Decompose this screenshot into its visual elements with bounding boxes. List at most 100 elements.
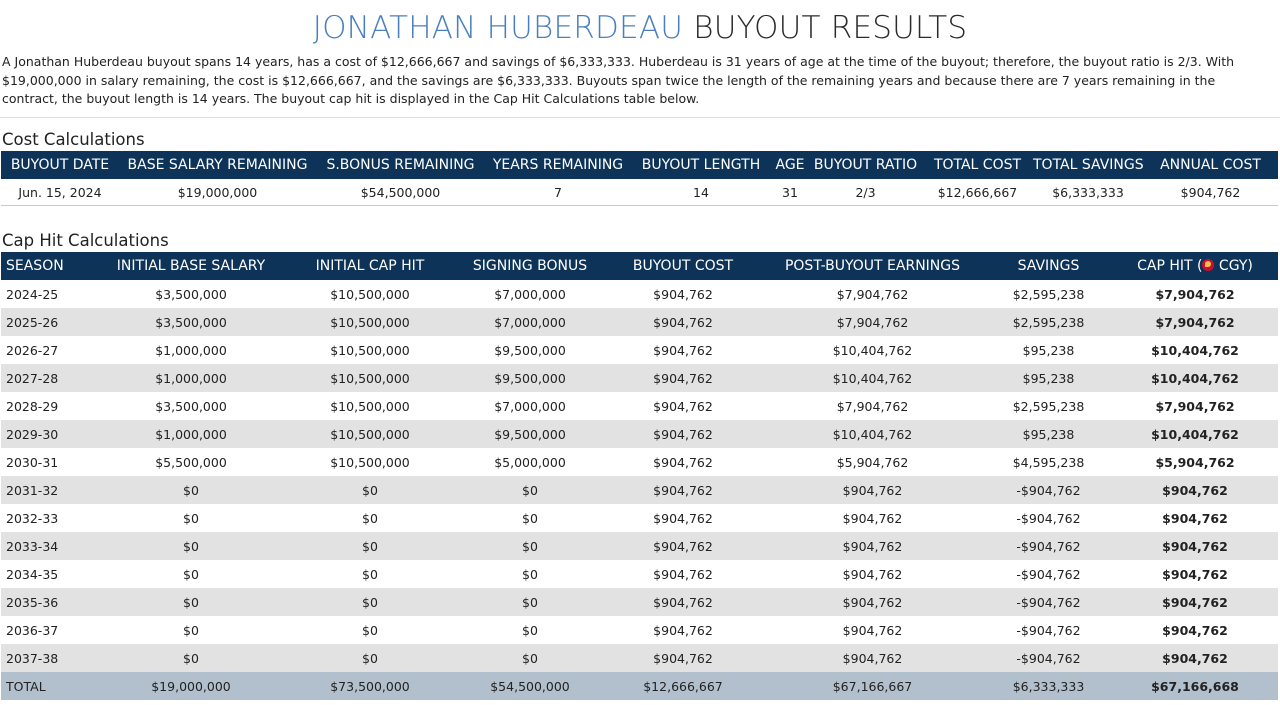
post-buyout-earnings-cell: $904,762 <box>842 622 903 638</box>
total-cost-cell: $12,666,667 <box>922 179 1033 206</box>
cost-header-row: BUYOUT DATE BASE SALARY REMAINING S.BONU… <box>1 151 1278 179</box>
table-row: 2026-27 $1,000,000 $10,500,000 $9,500,000 $9… <box>1 336 1278 364</box>
initial-cap-hit-cell: $10,500,000 <box>286 420 454 448</box>
savings-cell: $95,238 <box>1022 342 1075 358</box>
season-cell: 2025-26 <box>1 308 96 336</box>
signing-bonus-cell: $7,000,000 <box>494 398 566 414</box>
col-sbonus-remaining[interactable]: S.BONUS REMAINING <box>316 151 485 179</box>
col-years-remaining[interactable]: YEARS REMAINING <box>485 151 631 179</box>
col-initial-cap-hit[interactable]: INITIAL CAP HIT <box>286 252 454 280</box>
post-buyout-earnings-cell: $904,762 <box>760 644 985 672</box>
initial-cap-hit-cell: $10,500,000 <box>330 454 410 470</box>
col-total-cost[interactable]: TOTAL COST <box>922 151 1033 179</box>
initial-cap-hit-cell: $0 <box>286 588 454 616</box>
buyout-cost-cell: $904,762 <box>606 364 760 392</box>
table-row: 2029-30 $1,000,000 $10,500,000 $9,500,000 $9… <box>1 420 1278 448</box>
signing-bonus-cell: $0 <box>454 476 606 504</box>
initial-base-salary-cell: $19,000,000 <box>96 672 286 700</box>
savings-cell: -$904,762 <box>985 532 1112 560</box>
post-buyout-earnings-cell: $904,762 <box>760 476 985 504</box>
signing-bonus-cell: $9,500,000 <box>494 342 566 358</box>
buyout-cost-cell: $904,762 <box>606 476 760 504</box>
initial-base-salary-cell: $1,000,000 <box>96 364 286 392</box>
initial-base-salary-cell: $3,500,000 <box>155 286 227 302</box>
base-salary-remaining-cell: $19,000,000 <box>119 179 316 206</box>
cap-hit-cell: $7,904,762 <box>1155 398 1235 414</box>
buyout-ratio-cell: 2/3 <box>809 179 922 206</box>
buyout-cost-cell: $904,762 <box>653 398 713 414</box>
col-base-salary-remaining[interactable]: BASE SALARY REMAINING <box>119 151 316 179</box>
intro-paragraph: A Jonathan Huberdeau buyout spans 14 yea… <box>2 54 1235 106</box>
savings-cell: -$904,762 <box>1016 510 1081 526</box>
table-row: 2036-37 $0 $0 $0 $904,762 $904,762 -$904,762 $9… <box>1 616 1278 644</box>
cap-hit-cell: $67,166,668 <box>1112 672 1278 700</box>
cap-hit-cell: $904,762 <box>1162 566 1228 582</box>
col-age[interactable]: AGE <box>771 151 809 179</box>
savings-cell: $6,333,333 <box>985 672 1112 700</box>
post-buyout-earnings-cell: $7,904,762 <box>760 308 985 336</box>
caphit-table: SEASON INITIAL BASE SALARY INITIAL CAP H… <box>1 252 1278 700</box>
col-buyout-length[interactable]: BUYOUT LENGTH <box>631 151 771 179</box>
col-cap-hit[interactable]: CAP HIT ( CGY) <box>1112 252 1278 280</box>
signing-bonus-cell: $7,000,000 <box>494 286 566 302</box>
initial-cap-hit-cell: $0 <box>286 644 454 672</box>
savings-cell: $2,595,238 <box>985 308 1112 336</box>
buyout-cost-cell: $904,762 <box>606 588 760 616</box>
cap-hit-cell: $904,762 <box>1112 588 1278 616</box>
savings-cell: $95,238 <box>985 420 1112 448</box>
col-season[interactable]: SEASON <box>1 252 96 280</box>
divider <box>0 117 1280 118</box>
season-cell: 2036-37 <box>6 622 59 638</box>
post-buyout-earnings-cell: $10,404,762 <box>760 364 985 392</box>
table-row: 2033-34 $0 $0 $0 $904,762 $904,762 -$904,762 $9… <box>1 532 1278 560</box>
savings-cell: -$904,762 <box>985 476 1112 504</box>
annual-cost-cell: $904,762 <box>1143 179 1278 206</box>
col-savings[interactable]: SAVINGS <box>985 252 1112 280</box>
season-cell: TOTAL <box>1 672 96 700</box>
signing-bonus-cell: $0 <box>522 566 538 582</box>
initial-cap-hit-cell: $0 <box>362 566 378 582</box>
cost-table: BUYOUT DATE BASE SALARY REMAINING S.BONU… <box>1 151 1278 206</box>
cap-hit-cell: $7,904,762 <box>1112 308 1278 336</box>
cap-hit-cell: $10,404,762 <box>1151 342 1239 358</box>
page-title: JONATHAN HUBERDEAU BUYOUT RESULTS <box>0 8 1280 48</box>
post-buyout-earnings-cell: $904,762 <box>842 566 903 582</box>
cost-section-title: Cost Calculations <box>2 130 145 149</box>
col-annual-cost[interactable]: ANNUAL COST <box>1143 151 1278 179</box>
buyout-date-cell: Jun. 15, 2024 <box>1 179 119 206</box>
page-title-player: JONATHAN HUBERDEAU <box>312 10 684 46</box>
initial-base-salary-cell: $0 <box>183 622 199 638</box>
season-cell: 2031-32 <box>1 476 96 504</box>
initial-base-salary-cell: $0 <box>96 588 286 616</box>
initial-base-salary-cell: $0 <box>183 510 199 526</box>
col-signing-bonus[interactable]: SIGNING BONUS <box>454 252 606 280</box>
initial-cap-hit-cell: $0 <box>286 476 454 504</box>
post-buyout-earnings-cell: $10,404,762 <box>760 420 985 448</box>
cap-hit-label: CAP HIT ( <box>1137 258 1203 274</box>
signing-bonus-cell: $0 <box>454 532 606 560</box>
initial-base-salary-cell: $1,000,000 <box>96 420 286 448</box>
savings-cell: $95,238 <box>985 364 1112 392</box>
col-post-buyout-earnings[interactable]: POST-BUYOUT EARNINGS <box>760 252 985 280</box>
savings-cell: -$904,762 <box>1016 566 1081 582</box>
table-row: 2037-38 $0 $0 $0 $904,762 $904,762 -$904,762 $9… <box>1 644 1278 672</box>
initial-base-salary-cell: $5,500,000 <box>155 454 227 470</box>
col-buyout-ratio[interactable]: BUYOUT RATIO <box>809 151 922 179</box>
caphit-section-title: Cap Hit Calculations <box>2 231 169 250</box>
initial-base-salary-cell: $1,000,000 <box>155 342 227 358</box>
cap-hit-cell: $7,904,762 <box>1155 286 1235 302</box>
initial-base-salary-cell: $0 <box>96 644 286 672</box>
col-total-savings[interactable]: TOTAL SAVINGS <box>1033 151 1144 179</box>
initial-cap-hit-cell: $10,500,000 <box>286 364 454 392</box>
initial-base-salary-cell: $3,500,000 <box>96 308 286 336</box>
season-cell: 2030-31 <box>6 454 59 470</box>
col-buyout-cost[interactable]: BUYOUT COST <box>606 252 760 280</box>
col-initial-base-salary[interactable]: INITIAL BASE SALARY <box>96 252 286 280</box>
initial-base-salary-cell: $0 <box>96 532 286 560</box>
col-buyout-date[interactable]: BUYOUT DATE <box>1 151 119 179</box>
buyout-cost-cell: $904,762 <box>606 420 760 448</box>
season-cell: 2035-36 <box>1 588 96 616</box>
cap-hit-cell: $904,762 <box>1162 622 1228 638</box>
signing-bonus-cell: $7,000,000 <box>454 308 606 336</box>
buyout-cost-cell: $904,762 <box>653 566 713 582</box>
